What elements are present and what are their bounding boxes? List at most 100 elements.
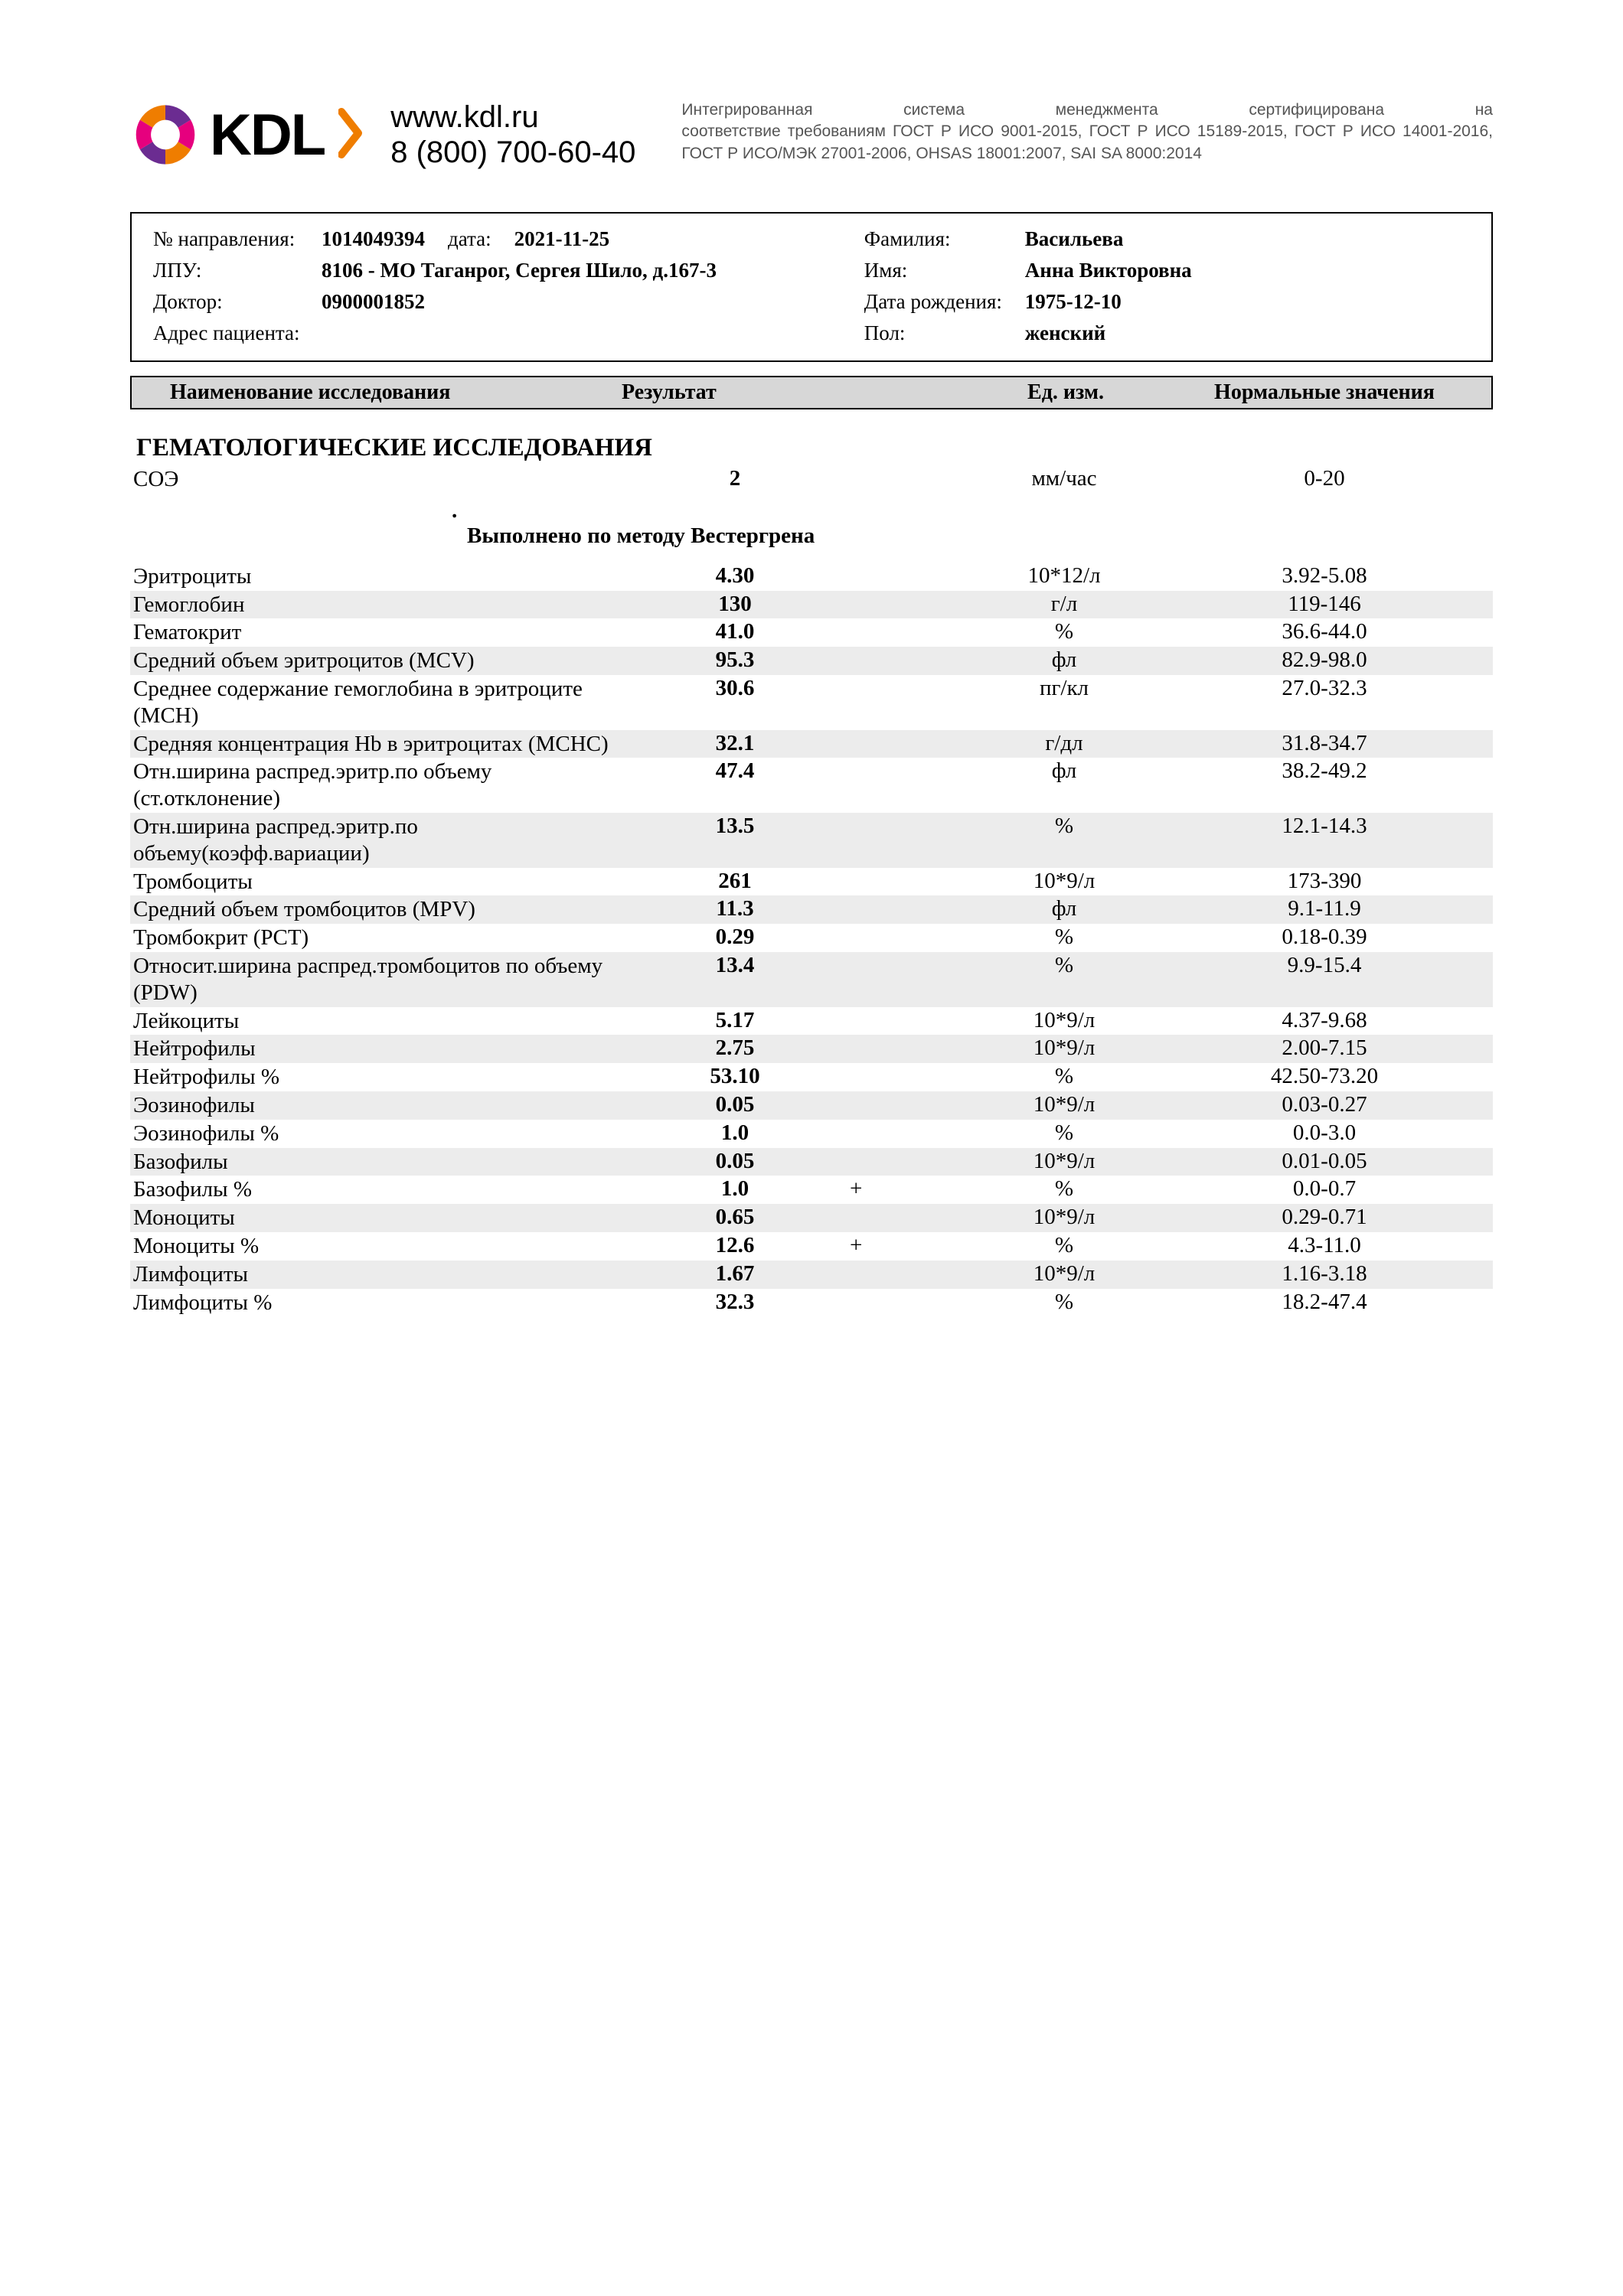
result-reference: 0.29-0.71 bbox=[1171, 1205, 1493, 1230]
result-name: Нейтрофилы % bbox=[130, 1064, 620, 1091]
result-reference: 36.6-44.0 bbox=[1171, 619, 1493, 644]
result-name: Отн.ширина распред.эритр.по объему(коэфф… bbox=[130, 814, 620, 867]
result-reference: 31.8-34.7 bbox=[1171, 731, 1493, 756]
result-value: 0.05 bbox=[620, 1149, 850, 1174]
result-row: Базофилы0.0510*9/л0.01-0.05 bbox=[130, 1148, 1493, 1176]
result-value: 5.17 bbox=[620, 1008, 850, 1033]
result-name: Тромбоциты bbox=[130, 869, 620, 895]
result-reference: 27.0-32.3 bbox=[1171, 676, 1493, 701]
result-value: 12.6 bbox=[620, 1233, 850, 1258]
result-unit: пг/кл bbox=[957, 676, 1171, 701]
result-flag: + bbox=[850, 1176, 957, 1202]
result-row: Отн.ширина распред.эритр.по объему (ст.о… bbox=[130, 758, 1493, 813]
logo-block: KDL bbox=[130, 99, 364, 170]
result-value: 11.3 bbox=[620, 896, 850, 921]
col-result: Результат bbox=[622, 380, 851, 405]
result-unit: % bbox=[957, 619, 1171, 644]
col-name: Наименование исследования bbox=[132, 380, 622, 405]
cert-rest: соответствие требованиям ГОСТ Р ИСО 9001… bbox=[681, 121, 1493, 165]
result-row: Нейтрофилы %53.10%42.50-73.20 bbox=[130, 1063, 1493, 1091]
section-title: ГЕМАТОЛОГИЧЕСКИЕ ИССЛЕДОВАНИЯ bbox=[136, 434, 1493, 462]
website-text: www.kdl.ru bbox=[390, 99, 635, 135]
result-reference: 0-20 bbox=[1171, 466, 1493, 491]
result-unit: 10*9/л bbox=[957, 1205, 1171, 1230]
result-name: Лимфоциты bbox=[130, 1261, 620, 1288]
col-unit: Ед. изм. bbox=[958, 380, 1173, 405]
result-unit: 10*9/л bbox=[957, 1149, 1171, 1174]
result-name: Лимфоциты % bbox=[130, 1290, 620, 1316]
result-reference: 4.3-11.0 bbox=[1171, 1233, 1493, 1258]
result-value: 4.30 bbox=[620, 563, 850, 589]
result-name: Моноциты bbox=[130, 1205, 620, 1231]
info-row: № направления: 1014049394 дата: 2021-11-… bbox=[153, 227, 1470, 251]
result-unit: % bbox=[957, 1233, 1171, 1258]
result-reference: 119-146 bbox=[1171, 592, 1493, 617]
result-unit: мм/час bbox=[957, 466, 1171, 491]
info-row: ЛПУ: 8106 - МО Таганрог, Сергея Шило, д.… bbox=[153, 259, 1470, 282]
result-row: Средний объем эритроцитов (MCV)95.3фл82.… bbox=[130, 647, 1493, 675]
result-name: Нейтрофилы bbox=[130, 1035, 620, 1062]
result-name: Отн.ширина распред.эритр.по объему (ст.о… bbox=[130, 758, 620, 812]
result-name: Эозинофилы % bbox=[130, 1120, 620, 1147]
contact-block: www.kdl.ru 8 (800) 700-60-40 bbox=[390, 99, 635, 170]
result-row: Эозинофилы0.0510*9/л0.03-0.27 bbox=[130, 1091, 1493, 1120]
result-row: Моноциты %12.6+%4.3-11.0 bbox=[130, 1232, 1493, 1261]
result-value: 0.29 bbox=[620, 925, 850, 950]
value-date: 2021-11-25 bbox=[514, 227, 610, 251]
method-note: . Выполнено по методу Вестергрена bbox=[130, 498, 1493, 549]
result-unit: 10*9/л bbox=[957, 1261, 1171, 1287]
result-unit: % bbox=[957, 1290, 1171, 1315]
result-name: Эозинофилы bbox=[130, 1092, 620, 1119]
label-lpu: ЛПУ: bbox=[153, 259, 322, 282]
result-reference: 0.01-0.05 bbox=[1171, 1149, 1493, 1174]
patient-info-box: № направления: 1014049394 дата: 2021-11-… bbox=[130, 212, 1493, 362]
result-row: Базофилы %1.0+%0.0-0.7 bbox=[130, 1176, 1493, 1204]
info-row: Адрес пациента: Пол: женский bbox=[153, 321, 1470, 345]
result-value: 261 bbox=[620, 869, 850, 894]
result-name: Лейкоциты bbox=[130, 1008, 620, 1035]
note-text: Выполнено по методу Вестергрена bbox=[130, 523, 1493, 549]
result-reference: 9.1-11.9 bbox=[1171, 896, 1493, 921]
result-reference: 0.0-0.7 bbox=[1171, 1176, 1493, 1202]
label-dob: Дата рождения: bbox=[864, 290, 1025, 314]
phone-text: 8 (800) 700-60-40 bbox=[390, 135, 635, 170]
certification-text: Интегрированная система менеджмента серт… bbox=[681, 99, 1493, 165]
result-unit: % bbox=[957, 1120, 1171, 1146]
result-row: Гемоглобин130г/л119-146 bbox=[130, 591, 1493, 619]
result-row: Эритроциты4.3010*12/л3.92-5.08 bbox=[130, 563, 1493, 591]
result-name: Моноциты % bbox=[130, 1233, 620, 1260]
value-surname: Васильева bbox=[1025, 227, 1124, 251]
result-value: 95.3 bbox=[620, 647, 850, 673]
result-unit: 10*9/л bbox=[957, 1092, 1171, 1117]
result-value: 41.0 bbox=[620, 619, 850, 644]
result-unit: фл bbox=[957, 758, 1171, 784]
result-reference: 173-390 bbox=[1171, 869, 1493, 894]
result-value: 1.0 bbox=[620, 1120, 850, 1146]
result-reference: 0.18-0.39 bbox=[1171, 925, 1493, 950]
result-unit: % bbox=[957, 953, 1171, 978]
result-name: Средний объем тромбоцитов (MPV) bbox=[130, 896, 620, 923]
result-unit: г/л bbox=[957, 592, 1171, 617]
result-unit: 10*9/л bbox=[957, 869, 1171, 894]
label-sex: Пол: bbox=[864, 321, 1025, 345]
result-reference: 38.2-49.2 bbox=[1171, 758, 1493, 784]
result-value: 0.05 bbox=[620, 1092, 850, 1117]
page-header: KDL www.kdl.ru 8 (800) 700-60-40 Интегри… bbox=[130, 99, 1493, 170]
result-row: Гематокрит41.0%36.6-44.0 bbox=[130, 618, 1493, 647]
result-name: Относит.ширина распред.тромбоцитов по об… bbox=[130, 953, 620, 1006]
result-value: 1.67 bbox=[620, 1261, 850, 1287]
result-unit: % bbox=[957, 1176, 1171, 1202]
result-name: Базофилы % bbox=[130, 1176, 620, 1203]
result-value: 32.3 bbox=[620, 1290, 850, 1315]
results-column-header: Наименование исследования Результат Ед. … bbox=[130, 376, 1493, 409]
result-value: 32.1 bbox=[620, 731, 850, 756]
value-name: Анна Викторовна bbox=[1025, 259, 1192, 282]
result-row: СОЭ2мм/час0-20 bbox=[130, 465, 1493, 494]
label-surname: Фамилия: bbox=[864, 227, 1025, 251]
result-row: Лейкоциты5.1710*9/л4.37-9.68 bbox=[130, 1007, 1493, 1035]
result-value: 2.75 bbox=[620, 1035, 850, 1061]
result-name: Среднее содержание гемоглобина в эритроц… bbox=[130, 676, 620, 729]
value-dob: 1975-12-10 bbox=[1025, 290, 1122, 314]
result-value: 30.6 bbox=[620, 676, 850, 701]
result-unit: фл bbox=[957, 896, 1171, 921]
